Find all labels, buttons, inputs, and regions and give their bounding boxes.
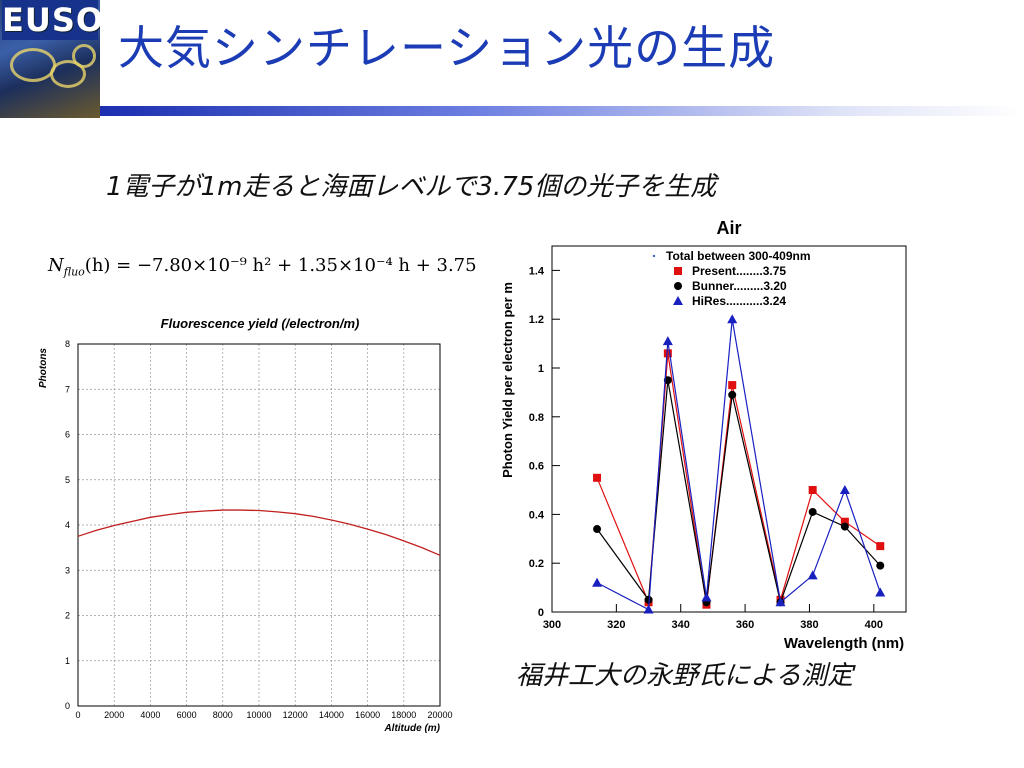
y-tick-label: 1 (538, 363, 544, 375)
point-present (663, 349, 672, 358)
x-tick-label: 2000 (104, 710, 124, 720)
point-bunner (663, 376, 672, 385)
y-tick-label: 0.8 (529, 412, 544, 424)
point-present (808, 486, 817, 494)
subtitle: 1電子が1m走ると海面レベルで3.75個の光子を生成 (106, 172, 717, 202)
y-tick-label: 5 (65, 475, 70, 485)
title-underline (100, 106, 1024, 116)
chart-title: Fluorescence yield (/electron/m) (161, 316, 360, 331)
x-axis-label: Altitude (m) (383, 723, 440, 734)
point-present (876, 542, 885, 551)
plot-frame (77, 343, 441, 707)
legend-entry-present: Present........3.75 (692, 264, 786, 278)
x-tick-label: 400 (865, 619, 883, 631)
y-tick-label: 1 (65, 656, 70, 666)
point-hires (839, 485, 850, 494)
point-bunner (840, 522, 849, 531)
y-tick-label: 2 (65, 611, 70, 621)
point-hires (807, 570, 818, 580)
formula-lhs: N (48, 255, 64, 276)
logo-text: EUSO (2, 0, 100, 40)
yield-curve (77, 509, 441, 556)
y-tick-label: 1.2 (529, 314, 544, 326)
x-tick-label: 6000 (177, 710, 197, 720)
point-bunner (593, 525, 602, 534)
legend-marker-present (674, 267, 682, 275)
y-axis-label: Photons (38, 348, 49, 388)
legend-entry-bunner: Bunner.........3.20 (692, 279, 787, 293)
point-bunner (876, 561, 885, 570)
point-hires (875, 587, 886, 597)
y-tick-label: 0.6 (529, 461, 544, 473)
yield-formula: Nfluo(h) = −7.80×10⁻⁹ h² + 1.35×10⁻⁴ h +… (48, 255, 477, 279)
point-present (840, 517, 849, 526)
plot-frame (551, 245, 907, 613)
y-tick-label: 7 (65, 384, 70, 394)
formula-rhs: (h) = −7.80×10⁻⁹ h² + 1.35×10⁻⁴ h + 3.75 (84, 255, 477, 276)
x-tick-label: 300 (543, 619, 561, 631)
y-tick-label: 0.2 (529, 558, 544, 570)
y-tick-label: 0 (65, 701, 70, 711)
x-tick-label: 360 (736, 619, 754, 631)
y-tick-label: 8 (65, 339, 70, 349)
y-axis-label: Photon Yield per electron per m (500, 282, 515, 478)
x-tick-label: 320 (607, 619, 625, 631)
x-tick-label: 16000 (355, 710, 380, 720)
x-axis-label: Wavelength (nm) (784, 635, 904, 652)
point-bunner (808, 507, 817, 516)
x-tick-label: 8000 (213, 710, 233, 720)
x-tick-label: 10000 (246, 710, 271, 720)
photon-yield-chart: 300 320 340 360 380 400 0 0.2 0.4 0.6 0.8 1 1.2 1.4 T… (500, 218, 907, 652)
point-hires (662, 336, 673, 346)
legend-dot (652, 254, 656, 258)
y-tick-label: 0.4 (529, 509, 545, 521)
chart-title: Air (716, 218, 741, 238)
series-line-hires (596, 319, 881, 611)
point-bunner (644, 595, 653, 604)
fluorescence-yield-chart: 0 2000 4000 6000 8000 10000 12000 14000 16000 180… (38, 316, 453, 734)
x-tick-label: 380 (800, 619, 818, 631)
x-tick-label: 14000 (319, 710, 344, 720)
point-hires (592, 577, 603, 587)
formula-sub: fluo (63, 265, 85, 279)
point-hires (727, 314, 738, 324)
y-tick-label: 6 (65, 430, 70, 440)
y-tick-label: 3 (65, 565, 70, 575)
page-title: 大気シンチレーション光の生成 (118, 21, 776, 75)
point-bunner (728, 390, 737, 399)
y-tick-label: 1.4 (529, 265, 545, 277)
legend-entry-hires: HiRes...........3.24 (692, 294, 786, 308)
point-present (593, 473, 602, 482)
point-hires (775, 597, 786, 607)
x-tick-label: 340 (672, 619, 690, 631)
x-tick-label: 20000 (427, 710, 452, 720)
euso-logo: EUSO (0, 0, 100, 118)
x-tick-label: 0 (75, 710, 80, 720)
series-line-present (596, 353, 881, 605)
legend-header: Total between 300-409nm (666, 249, 811, 263)
y-tick-label: 0 (538, 607, 544, 619)
x-tick-label: 18000 (391, 710, 416, 720)
point-present (728, 381, 737, 390)
measurement-credit: 福井工大の永野氏による測定 (516, 661, 854, 691)
x-tick-label: 12000 (283, 710, 308, 720)
legend-marker-bunner (674, 282, 682, 290)
legend-marker-hires (673, 296, 683, 305)
y-tick-label: 4 (65, 520, 70, 530)
point-hires (701, 592, 712, 602)
x-tick-label: 4000 (140, 710, 160, 720)
point-hires (643, 604, 654, 614)
